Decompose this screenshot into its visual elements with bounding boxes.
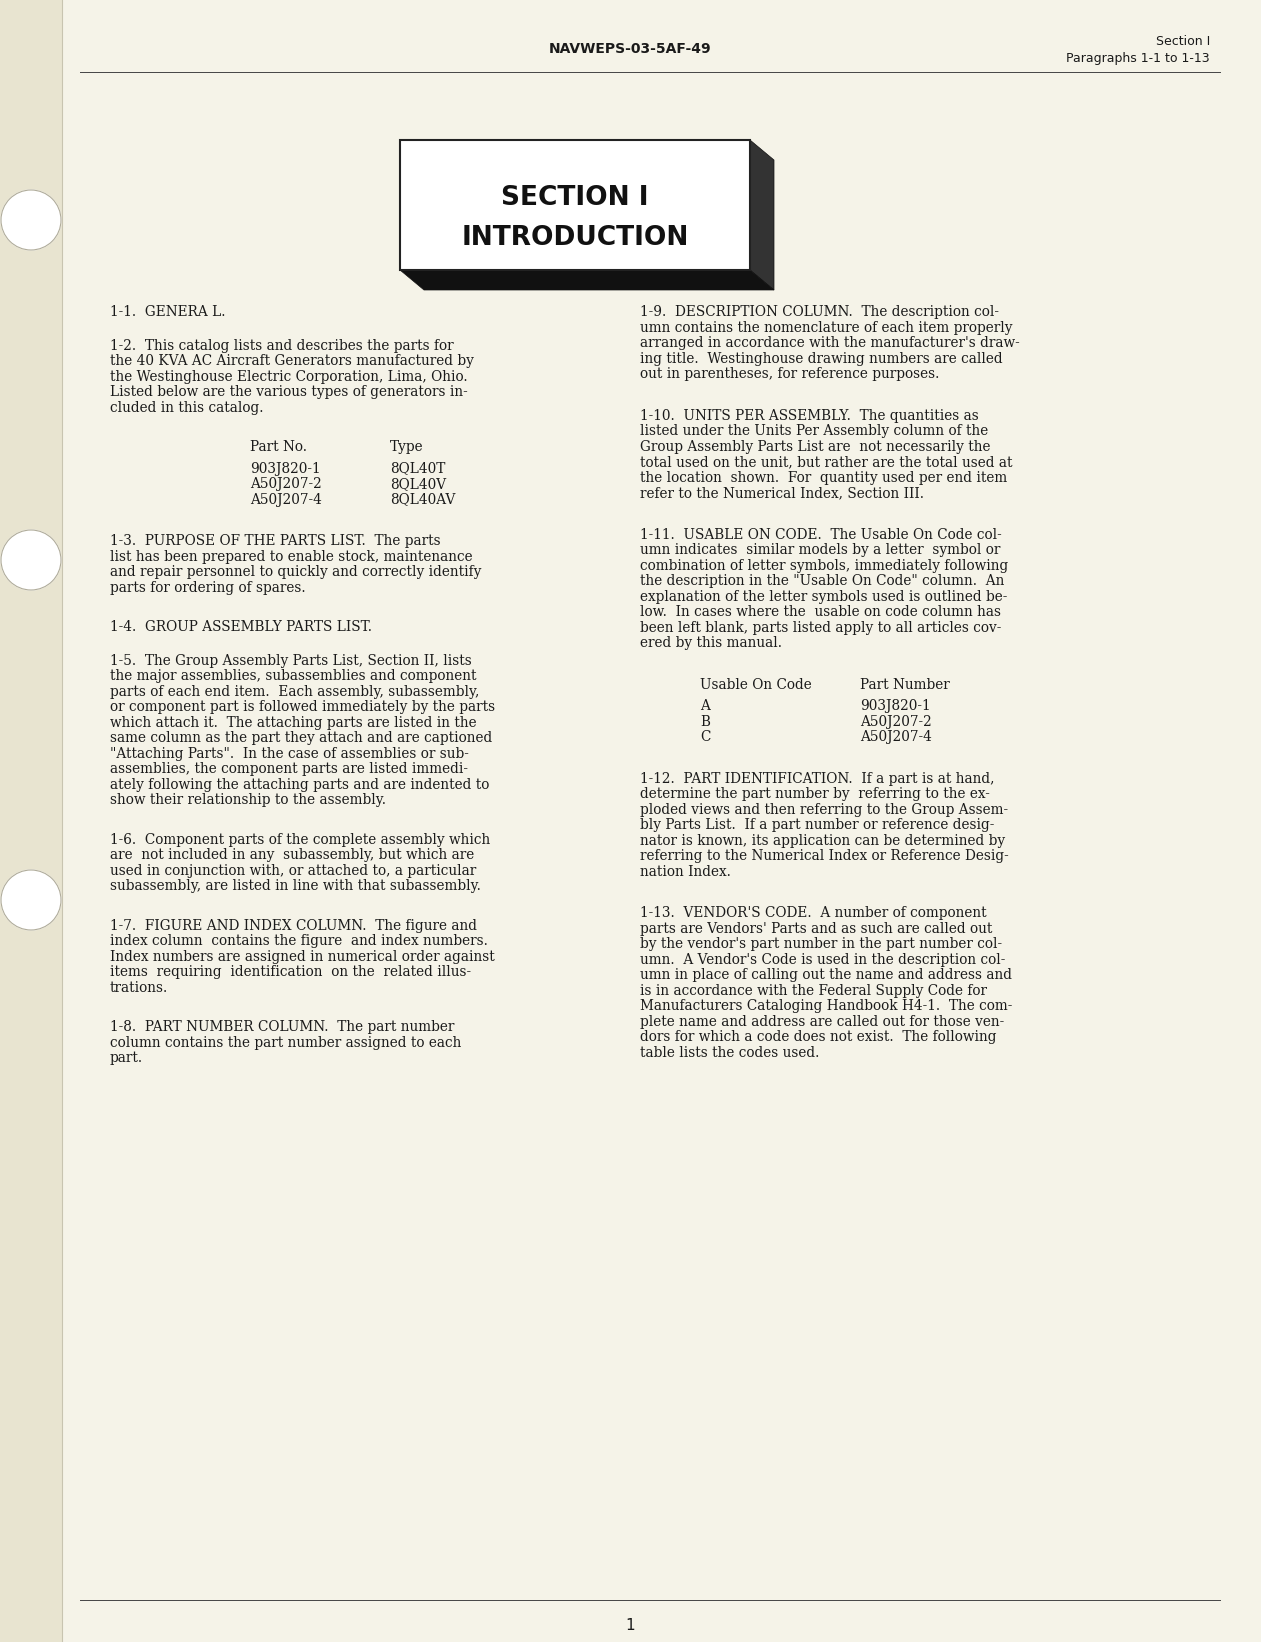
Text: same column as the part they attach and are captioned: same column as the part they attach and … [110, 731, 492, 745]
Text: total used on the unit, but rather are the total used at: total used on the unit, but rather are t… [641, 455, 1013, 470]
Text: and repair personnel to quickly and correctly identify: and repair personnel to quickly and corr… [110, 565, 482, 580]
Text: Part Number: Part Number [860, 678, 950, 691]
Text: 1-9.  DESCRIPTION COLUMN.  The description col-: 1-9. DESCRIPTION COLUMN. The description… [641, 305, 999, 319]
Text: 1-13.  VENDOR'S CODE.  A number of component: 1-13. VENDOR'S CODE. A number of compone… [641, 906, 986, 920]
Text: 8QL40V: 8QL40V [390, 476, 446, 491]
Text: listed under the Units Per Assembly column of the: listed under the Units Per Assembly colu… [641, 424, 989, 438]
Text: "Attaching Parts".  In the case of assemblies or sub-: "Attaching Parts". In the case of assemb… [110, 747, 469, 760]
Text: parts of each end item.  Each assembly, subassembly,: parts of each end item. Each assembly, s… [110, 685, 479, 698]
Text: SECTION I: SECTION I [502, 186, 648, 212]
Text: umn indicates  similar models by a letter  symbol or: umn indicates similar models by a letter… [641, 544, 1000, 557]
Text: INTRODUCTION: INTRODUCTION [462, 225, 689, 251]
Text: NAVWEPS-03-5AF-49: NAVWEPS-03-5AF-49 [549, 43, 711, 56]
Text: 1-7.  FIGURE AND INDEX COLUMN.  The figure and: 1-7. FIGURE AND INDEX COLUMN. The figure… [110, 918, 477, 933]
Text: Group Assembly Parts List are  not necessarily the: Group Assembly Parts List are not necess… [641, 440, 990, 453]
Text: column contains the part number assigned to each: column contains the part number assigned… [110, 1036, 462, 1049]
Text: the description in the "Usable On Code" column.  An: the description in the "Usable On Code" … [641, 575, 1004, 588]
Text: determine the part number by  referring to the ex-: determine the part number by referring t… [641, 787, 990, 801]
Text: show their relationship to the assembly.: show their relationship to the assembly. [110, 793, 386, 806]
Text: 1-5.  The Group Assembly Parts List, Section II, lists: 1-5. The Group Assembly Parts List, Sect… [110, 654, 472, 668]
Text: low.  In cases where the  usable on code column has: low. In cases where the usable on code c… [641, 604, 1001, 619]
Text: Usable On Code: Usable On Code [700, 678, 812, 691]
Text: 1-6.  Component parts of the complete assembly which: 1-6. Component parts of the complete ass… [110, 832, 491, 847]
Text: B: B [700, 714, 710, 729]
Circle shape [1, 530, 61, 589]
Text: 1-4.  GROUP ASSEMBLY PARTS LIST.: 1-4. GROUP ASSEMBLY PARTS LIST. [110, 621, 372, 634]
Text: ately following the attaching parts and are indented to: ately following the attaching parts and … [110, 778, 489, 791]
Text: 1-2.  This catalog lists and describes the parts for: 1-2. This catalog lists and describes th… [110, 338, 454, 353]
Text: 1-3.  PURPOSE OF THE PARTS LIST.  The parts: 1-3. PURPOSE OF THE PARTS LIST. The part… [110, 534, 440, 548]
Text: ing title.  Westinghouse drawing numbers are called: ing title. Westinghouse drawing numbers … [641, 351, 1002, 366]
Text: used in conjunction with, or attached to, a particular: used in conjunction with, or attached to… [110, 864, 477, 877]
Text: A50J207-4: A50J207-4 [250, 493, 322, 506]
Text: Listed below are the various types of generators in-: Listed below are the various types of ge… [110, 384, 468, 399]
Text: explanation of the letter symbols used is outlined be-: explanation of the letter symbols used i… [641, 589, 1008, 604]
Text: referring to the Numerical Index or Reference Desig-: referring to the Numerical Index or Refe… [641, 849, 1009, 864]
Text: umn in place of calling out the name and address and: umn in place of calling out the name and… [641, 969, 1013, 982]
Text: A50J207-4: A50J207-4 [860, 731, 932, 744]
Text: Manufacturers Cataloging Handbook H4-1.  The com-: Manufacturers Cataloging Handbook H4-1. … [641, 998, 1013, 1013]
Text: are  not included in any  subassembly, but which are: are not included in any subassembly, but… [110, 847, 474, 862]
Text: Section I: Section I [1156, 34, 1211, 48]
Text: items  requiring  identification  on the  related illus-: items requiring identification on the re… [110, 965, 472, 979]
Text: 1-12.  PART IDENTIFICATION.  If a part is at hand,: 1-12. PART IDENTIFICATION. If a part is … [641, 772, 995, 785]
Text: 8QL40AV: 8QL40AV [390, 493, 455, 506]
Text: by the vendor's part number in the part number col-: by the vendor's part number in the part … [641, 938, 1002, 951]
Text: subassembly, are listed in line with that subassembly.: subassembly, are listed in line with tha… [110, 878, 480, 893]
Text: 8QL40T: 8QL40T [390, 461, 445, 476]
Text: part.: part. [110, 1051, 144, 1066]
Text: refer to the Numerical Index, Section III.: refer to the Numerical Index, Section II… [641, 486, 924, 501]
Text: umn contains the nomenclature of each item properly: umn contains the nomenclature of each it… [641, 320, 1013, 335]
Text: arranged in accordance with the manufacturer's draw-: arranged in accordance with the manufact… [641, 337, 1020, 350]
Text: parts are Vendors' Parts and as such are called out: parts are Vendors' Parts and as such are… [641, 921, 992, 936]
Text: plete name and address are called out for those ven-: plete name and address are called out fo… [641, 1015, 1004, 1028]
Text: parts for ordering of spares.: parts for ordering of spares. [110, 581, 305, 594]
Text: 1: 1 [625, 1617, 634, 1634]
Text: assemblies, the component parts are listed immedi-: assemblies, the component parts are list… [110, 762, 468, 777]
Polygon shape [750, 140, 774, 291]
Bar [0, 0, 62, 1642]
Text: nation Index.: nation Index. [641, 864, 731, 878]
Text: or component part is followed immediately by the parts: or component part is followed immediatel… [110, 699, 496, 714]
Text: Part No.: Part No. [250, 440, 306, 453]
Text: the Westinghouse Electric Corporation, Lima, Ohio.: the Westinghouse Electric Corporation, L… [110, 369, 468, 384]
Text: which attach it.  The attaching parts are listed in the: which attach it. The attaching parts are… [110, 716, 477, 729]
Circle shape [1, 870, 61, 929]
Text: C: C [700, 731, 710, 744]
Bar [400, 140, 750, 269]
Text: combination of letter symbols, immediately following: combination of letter symbols, immediate… [641, 558, 1009, 573]
Text: table lists the codes used.: table lists the codes used. [641, 1046, 820, 1059]
Text: trations.: trations. [110, 980, 168, 995]
Text: 1-1.  GENERA L.: 1-1. GENERA L. [110, 305, 226, 319]
Text: nator is known, its application can be determined by: nator is known, its application can be d… [641, 834, 1005, 847]
Text: A50J207-2: A50J207-2 [250, 476, 322, 491]
Text: been left blank, parts listed apply to all articles cov-: been left blank, parts listed apply to a… [641, 621, 1001, 634]
Text: the major assemblies, subassemblies and component: the major assemblies, subassemblies and … [110, 668, 477, 683]
Text: bly Parts List.  If a part number or reference desig-: bly Parts List. If a part number or refe… [641, 818, 995, 832]
Text: index column  contains the figure  and index numbers.: index column contains the figure and ind… [110, 934, 488, 947]
Text: out in parentheses, for reference purposes.: out in parentheses, for reference purpos… [641, 368, 939, 381]
Circle shape [1, 190, 61, 250]
Text: 1-11.  USABLE ON CODE.  The Usable On Code col-: 1-11. USABLE ON CODE. The Usable On Code… [641, 527, 1001, 542]
Text: ered by this manual.: ered by this manual. [641, 635, 782, 650]
Polygon shape [400, 269, 774, 291]
Text: 903J820-1: 903J820-1 [860, 699, 931, 713]
Text: ploded views and then referring to the Group Assem-: ploded views and then referring to the G… [641, 803, 1008, 816]
Text: cluded in this catalog.: cluded in this catalog. [110, 401, 264, 414]
Text: A50J207-2: A50J207-2 [860, 714, 932, 729]
Text: umn.  A Vendor's Code is used in the description col-: umn. A Vendor's Code is used in the desc… [641, 952, 1005, 967]
Text: is in accordance with the Federal Supply Code for: is in accordance with the Federal Supply… [641, 984, 987, 997]
Text: the 40 KVA AC Aircraft Generators manufactured by: the 40 KVA AC Aircraft Generators manufa… [110, 355, 474, 368]
Text: 1-8.  PART NUMBER COLUMN.  The part number: 1-8. PART NUMBER COLUMN. The part number [110, 1020, 454, 1034]
Text: the location  shown.  For  quantity used per end item: the location shown. For quantity used pe… [641, 471, 1008, 484]
Text: dors for which a code does not exist.  The following: dors for which a code does not exist. Th… [641, 1030, 996, 1044]
Text: Paragraphs 1-1 to 1-13: Paragraphs 1-1 to 1-13 [1067, 53, 1211, 66]
Text: 903J820-1: 903J820-1 [250, 461, 320, 476]
Text: Index numbers are assigned in numerical order against: Index numbers are assigned in numerical … [110, 949, 494, 964]
Text: A: A [700, 699, 710, 713]
Text: list has been prepared to enable stock, maintenance: list has been prepared to enable stock, … [110, 550, 473, 563]
Text: 1-10.  UNITS PER ASSEMBLY.  The quantities as: 1-10. UNITS PER ASSEMBLY. The quantities… [641, 409, 979, 422]
Text: Type: Type [390, 440, 424, 453]
